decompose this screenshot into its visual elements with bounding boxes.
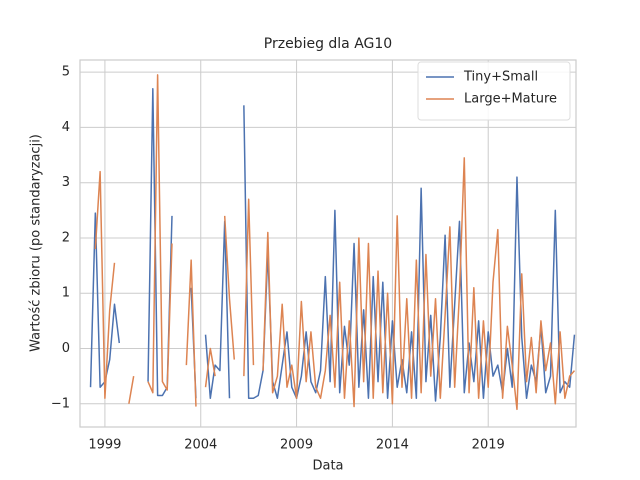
y-tick-label: 2 — [62, 230, 70, 245]
x-tick-label: 2019 — [472, 438, 505, 453]
x-tick-label: 2009 — [280, 438, 313, 453]
plot-area — [89, 74, 576, 411]
y-tick-label: 4 — [62, 120, 70, 135]
y-axis-label: Wartość zbioru (po standaryzacji) — [29, 134, 44, 352]
x-tick-label: 2004 — [184, 438, 217, 453]
y-tick-label: 0 — [62, 341, 70, 356]
chart-title: Przebieg dla AG10 — [264, 36, 392, 52]
legend-label: Tiny+Small — [463, 70, 538, 85]
y-tick-label: 1 — [62, 286, 70, 301]
x-tick-label: 1999 — [88, 438, 121, 453]
data-line — [94, 74, 576, 411]
x-axis-label: Data — [312, 459, 343, 474]
y-tick-label: −1 — [51, 396, 70, 411]
x-tick-label: 2014 — [376, 438, 409, 453]
y-tick-label: 5 — [62, 65, 70, 80]
legend-label: Large+Mature — [464, 92, 557, 107]
axes-frame — [79, 59, 577, 428]
legend-box — [417, 61, 571, 121]
y-tick-label: 3 — [62, 175, 70, 190]
